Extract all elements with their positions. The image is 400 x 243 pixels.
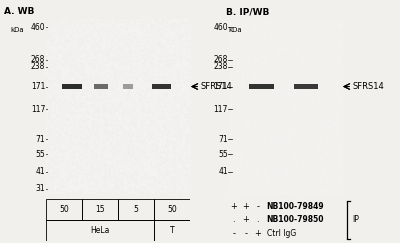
Text: IP: IP (352, 215, 359, 225)
Text: SFRS14: SFRS14 (353, 82, 384, 91)
Text: +: + (242, 202, 249, 211)
Text: 71: 71 (218, 135, 228, 144)
Bar (118, 199, 154, 220)
Bar (46, 220, 154, 241)
Text: 268: 268 (214, 55, 228, 64)
Text: 55: 55 (218, 150, 228, 159)
Text: +: + (254, 229, 261, 238)
Bar (62, 84, 82, 89)
Text: 55: 55 (36, 150, 45, 159)
Text: +: + (242, 215, 249, 225)
Text: 31: 31 (36, 184, 45, 193)
Text: 117: 117 (31, 105, 45, 114)
Text: 15: 15 (95, 205, 105, 214)
Text: kDa: kDa (10, 27, 24, 33)
Bar (154, 220, 190, 241)
Text: kDa: kDa (228, 27, 242, 33)
Text: .: . (256, 215, 259, 225)
Text: 71: 71 (36, 135, 45, 144)
Text: 41: 41 (36, 167, 45, 176)
Text: 5: 5 (134, 205, 138, 214)
Bar (154, 199, 190, 220)
Text: -: - (232, 229, 235, 238)
Bar (82, 199, 118, 220)
Bar (152, 84, 170, 89)
Text: -: - (256, 202, 259, 211)
Text: .: . (232, 215, 235, 225)
Text: 50: 50 (167, 205, 177, 214)
Text: 268: 268 (31, 55, 45, 64)
Text: 238: 238 (214, 62, 228, 71)
Text: 117: 117 (214, 105, 228, 114)
Text: 171: 171 (31, 82, 45, 91)
Bar (249, 84, 274, 89)
Bar (294, 84, 318, 89)
Text: 41: 41 (218, 167, 228, 176)
Text: T: T (170, 226, 174, 235)
Bar (46, 199, 82, 220)
Text: 238: 238 (31, 62, 45, 71)
Text: NB100-79849: NB100-79849 (267, 202, 324, 211)
Text: NB100-79850: NB100-79850 (267, 215, 324, 225)
Text: A. WB: A. WB (4, 7, 34, 16)
Text: 460: 460 (30, 23, 45, 32)
Text: SFRS14: SFRS14 (201, 82, 232, 91)
Bar (94, 84, 108, 89)
Text: 460: 460 (213, 23, 228, 32)
Text: 50: 50 (59, 205, 69, 214)
Text: B. IP/WB: B. IP/WB (226, 7, 269, 16)
Bar (123, 84, 133, 89)
Text: HeLa: HeLa (90, 226, 110, 235)
Text: -: - (244, 229, 247, 238)
Text: 171: 171 (214, 82, 228, 91)
Text: Ctrl IgG: Ctrl IgG (267, 229, 296, 238)
Text: +: + (230, 202, 237, 211)
